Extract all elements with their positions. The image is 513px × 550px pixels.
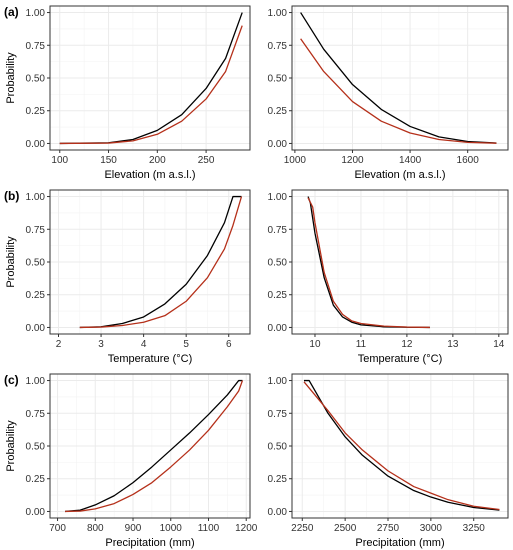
series-line-black bbox=[300, 12, 497, 144]
x-tick-label: 100 bbox=[51, 155, 68, 166]
row-label: (c) bbox=[4, 373, 19, 387]
y-tick-label: 0.75 bbox=[268, 409, 288, 420]
x-tick-label: 800 bbox=[87, 523, 104, 534]
x-tick-label: 1600 bbox=[457, 155, 480, 166]
x-tick-label: 700 bbox=[49, 523, 66, 534]
panel-5: 700 800 900 1000 1100 1200 0.00 0.25 0.50 0.75 1.0… bbox=[4, 373, 258, 549]
y-tick-label: 0.00 bbox=[26, 507, 46, 518]
x-tick-label: 1000 bbox=[284, 155, 307, 166]
panel-2: 1000 1200 1400 1600 0.00 0.25 0.50 0.75 1.00 Elev… bbox=[268, 5, 509, 181]
x-tick-label: 10 bbox=[309, 339, 321, 350]
y-tick-label: 0.25 bbox=[268, 474, 288, 485]
series-line-black bbox=[79, 195, 242, 329]
x-tick-label: 13 bbox=[447, 339, 459, 350]
x-axis-title: Elevation (m a.s.l.) bbox=[104, 169, 195, 181]
series-line-red bbox=[65, 380, 244, 513]
x-tick-label: 1000 bbox=[160, 523, 183, 534]
x-tick-label: 3 bbox=[98, 339, 104, 350]
panel-1: 100 150 200 250 0.00 0.25 0.50 0.75 1.00 Elevatio… bbox=[4, 5, 251, 181]
y-axis-title: Probability bbox=[5, 52, 17, 104]
y-tick-label: 0.25 bbox=[26, 474, 46, 485]
y-tick-label: 1.00 bbox=[268, 8, 288, 19]
y-tick-label: 1.00 bbox=[26, 192, 46, 203]
x-tick-label: 3000 bbox=[420, 523, 443, 534]
y-tick-label: 0.00 bbox=[268, 507, 288, 518]
x-tick-label: 150 bbox=[100, 155, 117, 166]
x-axis-title: Precipitation (mm) bbox=[105, 537, 194, 549]
y-tick-label: 0.75 bbox=[26, 225, 46, 236]
series-line-red bbox=[59, 25, 243, 145]
panel-4: 10 11 12 13 14 0.00 0.25 0.50 0.75 1.00 Temperatur… bbox=[268, 189, 509, 365]
x-tick-label: 4 bbox=[141, 339, 147, 350]
x-axis-title: Elevation (m a.s.l.) bbox=[354, 169, 445, 181]
x-tick-label: 5 bbox=[183, 339, 189, 350]
y-tick-label: 0.00 bbox=[26, 323, 46, 334]
x-axis-title: Temperature (°C) bbox=[108, 353, 192, 365]
x-tick-label: 12 bbox=[401, 339, 413, 350]
y-tick-label: 0.50 bbox=[268, 258, 288, 269]
x-tick-label: 11 bbox=[356, 339, 367, 350]
x-axis-title: Precipitation (mm) bbox=[355, 537, 444, 549]
x-axis-title: Temperature (°C) bbox=[358, 353, 442, 365]
series-line-black bbox=[65, 379, 243, 513]
x-tick-label: 3250 bbox=[463, 523, 486, 534]
y-axis-title: Probability bbox=[5, 236, 17, 288]
y-tick-label: 0.50 bbox=[26, 74, 46, 85]
x-tick-label: 900 bbox=[125, 523, 142, 534]
y-tick-label: 0.50 bbox=[268, 74, 288, 85]
x-tick-label: 1100 bbox=[198, 523, 220, 534]
x-tick-label: 2250 bbox=[291, 523, 314, 534]
x-tick-label: 2 bbox=[56, 339, 62, 350]
y-tick-label: 1.00 bbox=[26, 8, 46, 19]
y-tick-label: 1.00 bbox=[26, 376, 46, 387]
y-tick-label: 0.00 bbox=[268, 139, 288, 150]
y-tick-label: 0.50 bbox=[268, 442, 288, 453]
y-tick-label: 0.00 bbox=[268, 323, 288, 334]
series-line-red bbox=[300, 38, 497, 144]
series-line-red bbox=[79, 196, 243, 329]
y-axis-title: Probability bbox=[5, 420, 17, 472]
y-tick-label: 1.00 bbox=[268, 192, 288, 203]
y-tick-label: 0.25 bbox=[26, 290, 46, 301]
x-tick-label: 1200 bbox=[235, 523, 258, 534]
x-tick-label: 2750 bbox=[377, 523, 400, 534]
x-tick-label: 250 bbox=[198, 155, 215, 166]
panel-3: 2 3 4 5 6 0.00 0.25 0.50 0.75 1.00 Temperature (°C… bbox=[4, 189, 251, 365]
y-tick-label: 0.00 bbox=[26, 139, 46, 150]
x-tick-label: 2500 bbox=[334, 523, 357, 534]
x-tick-label: 200 bbox=[149, 155, 166, 166]
y-tick-label: 0.75 bbox=[26, 41, 46, 52]
x-tick-label: 6 bbox=[226, 339, 232, 350]
row-label: (b) bbox=[4, 189, 19, 203]
series-line-red bbox=[303, 381, 500, 511]
series-line-red bbox=[307, 197, 430, 329]
y-tick-label: 0.75 bbox=[26, 409, 46, 420]
x-tick-label: 14 bbox=[493, 339, 505, 350]
panel-6: 2250 2500 2750 3000 3250 0.00 0.25 0.50 0.75 1.00… bbox=[268, 373, 509, 549]
y-tick-label: 0.25 bbox=[268, 290, 288, 301]
y-tick-label: 0.75 bbox=[268, 225, 288, 236]
row-label: (a) bbox=[4, 5, 19, 19]
y-tick-label: 0.75 bbox=[268, 41, 288, 52]
y-tick-label: 0.50 bbox=[26, 442, 46, 453]
x-tick-label: 1200 bbox=[341, 155, 364, 166]
y-tick-label: 0.25 bbox=[26, 106, 46, 117]
y-tick-label: 0.50 bbox=[26, 258, 46, 269]
x-tick-label: 1400 bbox=[399, 155, 422, 166]
y-tick-label: 1.00 bbox=[268, 376, 288, 387]
y-tick-label: 0.25 bbox=[268, 106, 288, 117]
